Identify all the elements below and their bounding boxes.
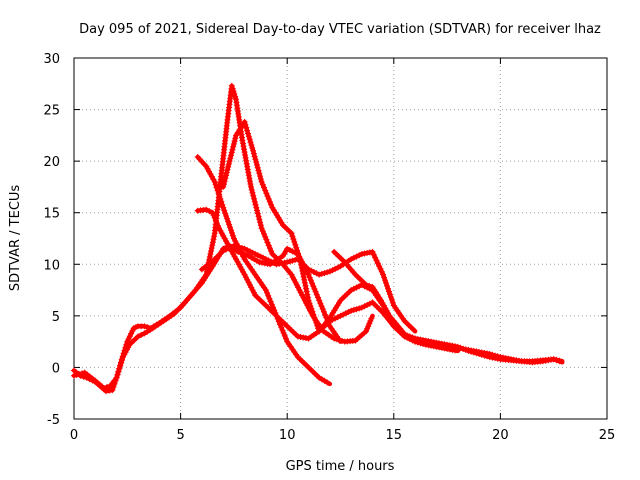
series-track-7 — [331, 248, 461, 354]
series-markers — [331, 248, 459, 354]
x-tick-label: 5 — [176, 428, 184, 443]
plot-frame — [73, 57, 608, 420]
y-tick-labels: -5 0 5 10 15 20 25 30 — [43, 52, 60, 428]
axis-ticks — [73, 57, 608, 420]
y-tick-label: -5 — [47, 413, 60, 428]
y-tick-label: 5 — [52, 310, 60, 325]
grid — [74, 58, 607, 419]
x-axis-label: GPS time / hours — [286, 459, 395, 474]
y-tick-label: 30 — [43, 52, 60, 67]
x-tick-label: 15 — [386, 428, 403, 443]
data-series — [71, 82, 565, 395]
y-tick-label: 10 — [43, 258, 60, 273]
series-track-3 — [194, 154, 333, 387]
y-tick-label: 0 — [52, 361, 60, 376]
x-tick-label: 20 — [492, 428, 509, 443]
x-tick-label: 25 — [599, 428, 616, 443]
series-track-5 — [194, 206, 565, 365]
series-line — [195, 207, 565, 364]
series-markers — [198, 242, 416, 333]
series-line — [331, 249, 461, 354]
series-markers — [220, 118, 563, 366]
series-track-4 — [220, 118, 565, 366]
x-tick-labels: 0 5 10 15 20 25 — [70, 428, 615, 443]
y-tick-label: 25 — [43, 104, 60, 119]
series-markers — [194, 206, 563, 365]
x-tick-label: 0 — [70, 428, 78, 443]
y-tick-label: 20 — [43, 155, 60, 170]
series-track-6 — [198, 242, 418, 334]
x-tick-label: 10 — [279, 428, 296, 443]
chart-title: Day 095 of 2021, Sidereal Day-to-day VTE… — [79, 22, 601, 37]
y-tick-label: 15 — [43, 207, 60, 222]
y-axis-label: SDTVAR / TECUs — [8, 185, 23, 292]
